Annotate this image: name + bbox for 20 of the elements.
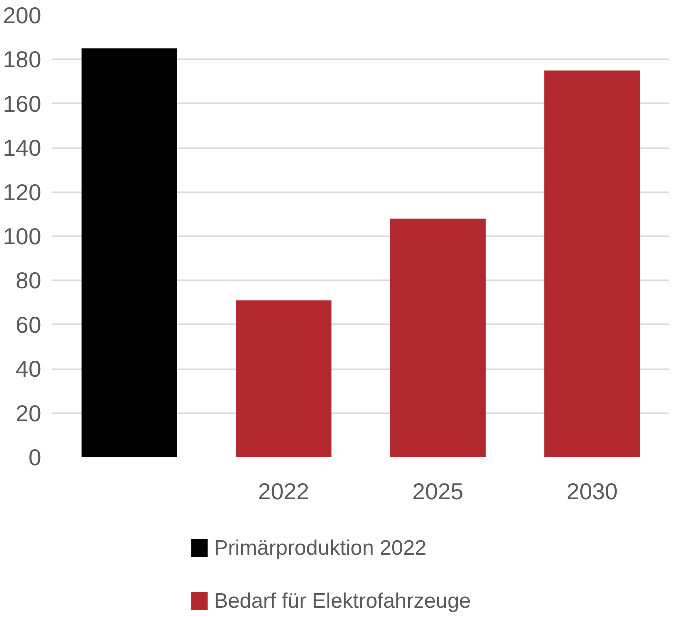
y-tick-label: 80 — [16, 268, 42, 294]
x-tick-label: 2025 — [412, 478, 464, 504]
y-tick-label: 40 — [16, 356, 42, 382]
y-tick-label: 20 — [16, 400, 42, 426]
y-tick-label: 120 — [3, 179, 42, 206]
bar — [82, 48, 178, 458]
legend-label: Bedarf für Elektrofahrzeuge — [214, 590, 472, 613]
bar — [236, 300, 332, 458]
bar — [544, 70, 640, 458]
y-tick-label: 100 — [3, 224, 42, 250]
y-tick-label: 0 — [28, 444, 42, 470]
bar — [390, 218, 486, 458]
y-tick-label: 200 — [3, 2, 42, 28]
y-tick-label: 140 — [3, 135, 42, 162]
x-tick-label: 2022 — [258, 478, 310, 504]
x-tick-label: 2030 — [566, 478, 618, 504]
y-tick-label: 180 — [3, 46, 42, 73]
y-tick-label: 160 — [3, 90, 42, 117]
y-tick-label: 60 — [16, 312, 42, 338]
legend-label: Primärproduktion 2022 — [214, 537, 427, 560]
